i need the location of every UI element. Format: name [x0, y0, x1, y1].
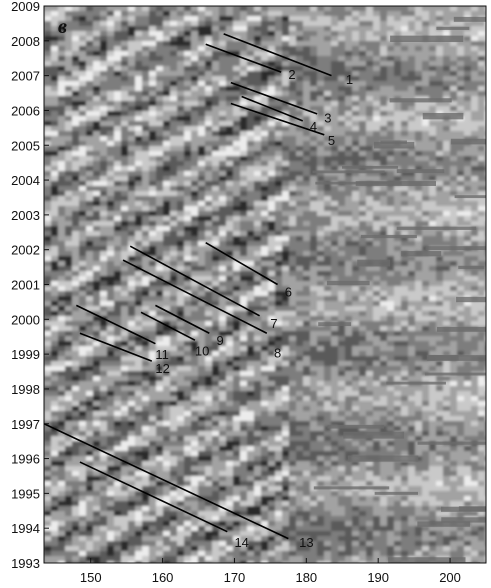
x-tick-label: 190 — [367, 570, 389, 585]
y-tick-label: 2006 — [11, 103, 40, 118]
heatmap-bands — [312, 16, 486, 563]
y-tick-label: 1993 — [11, 556, 40, 571]
annotation-line-5 — [230, 102, 325, 136]
annotation-label-11: 11 — [155, 347, 169, 362]
annotation-line-13 — [44, 423, 289, 540]
annotation-label-10: 10 — [195, 344, 209, 359]
annotation-line-2 — [205, 43, 282, 73]
y-tick-label: 2009 — [11, 0, 40, 14]
x-axis: 150 160 170 180 190 200 — [80, 558, 461, 585]
x-tick-label: 200 — [439, 570, 461, 585]
annotation-line-9 — [155, 304, 210, 334]
annotation-line-12 — [79, 332, 153, 362]
annotation-line-4 — [241, 95, 304, 122]
annotation-label-1: 1 — [346, 72, 353, 87]
annotation-label-6: 6 — [285, 284, 292, 299]
annotation-label-4: 4 — [310, 119, 317, 134]
x-tick-label: 170 — [224, 570, 246, 585]
y-tick-label: 2000 — [11, 312, 40, 327]
y-tick-label: 2001 — [11, 278, 40, 293]
y-tick-label: 2002 — [11, 243, 40, 258]
y-tick-label: 2008 — [11, 34, 40, 49]
y-tick-label: 1999 — [11, 347, 40, 362]
y-axis: 1993 1994 1995 1996 1997 1998 1999 2000 2001 2002… — [11, 0, 49, 571]
annotation-line-3 — [230, 81, 318, 115]
panel-letter: в — [58, 16, 67, 38]
annotation-label-9: 9 — [216, 333, 223, 348]
annotation-label-7: 7 — [270, 316, 277, 331]
annotation-line-11 — [75, 304, 156, 345]
x-tick-label: 160 — [152, 570, 174, 585]
annotation-line-6 — [205, 242, 278, 286]
annotation-line-8 — [122, 259, 268, 334]
annotation-label-8: 8 — [274, 345, 281, 360]
annotation-line-14 — [79, 461, 228, 533]
annotation-line-10 — [140, 311, 196, 341]
annotation-label-5: 5 — [328, 133, 335, 148]
y-tick-label: 1998 — [11, 382, 40, 397]
heatmap-cells — [44, 6, 486, 563]
annotation-label-13: 13 — [299, 535, 313, 550]
y-tick-label: 2003 — [11, 208, 40, 223]
y-tick-label: 2005 — [11, 138, 40, 153]
y-tick-label: 2004 — [11, 173, 40, 188]
heatmap-field — [44, 6, 486, 563]
annotation-label-12: 12 — [155, 361, 169, 376]
y-tick-label: 1997 — [11, 417, 40, 432]
y-tick-label: 2007 — [11, 69, 40, 84]
x-tick-label: 150 — [80, 570, 102, 585]
y-tick-label: 1995 — [11, 486, 40, 501]
annotation-label-14: 14 — [234, 535, 248, 550]
annotation-label-3: 3 — [324, 110, 331, 125]
y-tick-label: 1994 — [11, 521, 40, 536]
annotation-line-7 — [129, 245, 260, 317]
annotation-line-1 — [223, 33, 332, 77]
annotation-lines — [44, 33, 332, 540]
annotation-label-2: 2 — [288, 67, 295, 82]
y-tick-label: 1996 — [11, 452, 40, 467]
x-tick-label: 180 — [295, 570, 317, 585]
